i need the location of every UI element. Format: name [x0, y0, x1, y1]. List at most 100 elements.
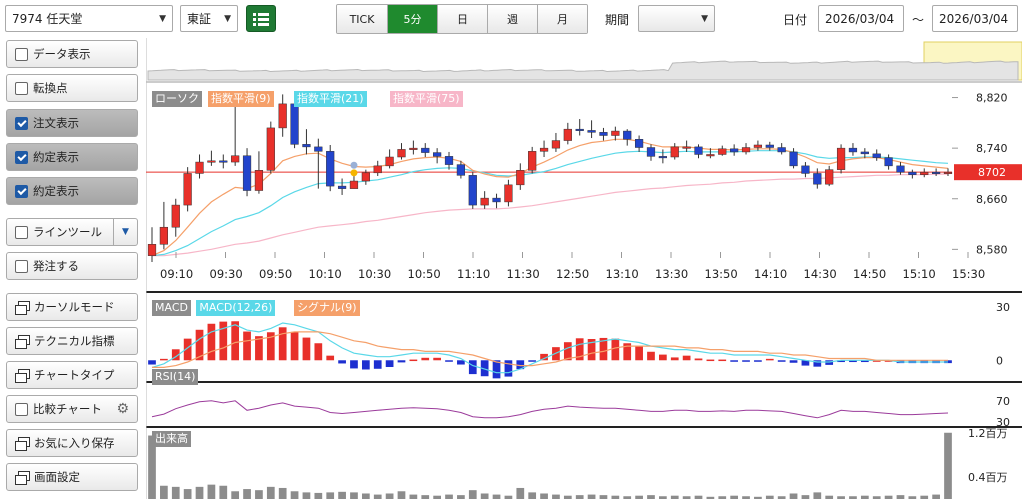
macd-histogram-bar — [480, 360, 489, 377]
candle-body — [789, 151, 798, 167]
candle-body — [860, 151, 869, 155]
chevron-down-icon[interactable]: ▼ — [113, 219, 137, 245]
sidebar-item-save-favorite[interactable]: お気に入り保存 — [6, 429, 138, 457]
stock-select[interactable]: 7974 任天堂 ▼ — [5, 5, 173, 32]
macd-histogram-bar — [742, 360, 750, 362]
macd-histogram-bar — [195, 329, 204, 361]
volume-bar — [635, 495, 643, 499]
macd-histogram-bar — [516, 360, 525, 370]
stock-chart[interactable]: 8,820 8,740 8,660 8,580 8702 09:10 09:30 09:50 1… — [145, 38, 1023, 499]
candle-body — [920, 171, 929, 175]
macd-histogram-bar — [445, 360, 453, 362]
macd-histogram-bar — [599, 337, 608, 361]
checkbox[interactable] — [15, 259, 28, 273]
sidebar-item-cursor-mode[interactable]: カーソルモード — [6, 293, 138, 321]
candle-body — [741, 147, 751, 153]
sidebar-item-execution-display[interactable]: 約定表示 — [6, 143, 138, 171]
list-icon — [253, 12, 269, 26]
legend-tag-macd: MACD(12,26) — [196, 300, 276, 316]
macd-histogram-bar — [492, 360, 501, 379]
rsi-tick-label: 30 — [996, 416, 1010, 429]
checkbox-checked[interactable] — [15, 184, 28, 198]
legend-tag-price: 指数平滑(21) — [294, 91, 367, 107]
volume-bar — [433, 495, 441, 499]
volume-bar — [255, 490, 263, 499]
candle-body — [718, 148, 727, 155]
checkbox-checked[interactable] — [15, 150, 28, 164]
checkbox[interactable] — [15, 402, 28, 416]
checkbox[interactable] — [15, 81, 28, 95]
volume-bar — [540, 493, 548, 499]
macd-histogram-bar — [635, 346, 643, 361]
volume-bar — [908, 496, 917, 499]
sidebar-item-data-display[interactable]: データ表示 — [6, 40, 138, 68]
volume-bar — [160, 485, 168, 499]
volume-bar — [421, 495, 430, 499]
date-from-input[interactable]: 2026/03/04 — [818, 5, 904, 32]
volume-bar — [860, 495, 869, 499]
list-view-button[interactable] — [246, 5, 276, 32]
candle-body — [444, 156, 454, 165]
macd-histogram-bar — [504, 360, 513, 377]
candle-body — [753, 144, 763, 148]
volume-bar — [789, 493, 798, 499]
candle-body — [575, 128, 584, 131]
candle-body — [326, 151, 335, 187]
volume-bar — [326, 492, 335, 499]
market-select[interactable]: 東証 ▼ — [180, 5, 238, 32]
sidebar-item-chart-type[interactable]: チャートタイプ — [6, 361, 138, 389]
checkbox[interactable] — [15, 47, 28, 61]
checkbox-checked[interactable] — [15, 116, 28, 130]
volume-bar — [302, 492, 311, 499]
time-axis-label: 15:30 — [952, 267, 985, 281]
tab-month[interactable]: 月 — [537, 5, 587, 33]
tab-day[interactable]: 日 — [437, 5, 487, 33]
sidebar-item-place-order[interactable]: 発注する — [6, 252, 138, 280]
gear-icon[interactable]: ⚙ — [116, 401, 129, 417]
volume-bar — [314, 492, 323, 499]
tab-5min[interactable]: 5分 — [387, 5, 437, 33]
sidebar-item-turning-point[interactable]: 転換点 — [6, 74, 138, 102]
volume-bar — [409, 494, 418, 499]
volume-bar — [563, 495, 572, 499]
volume-bar — [373, 494, 382, 499]
macd-histogram-bar — [659, 354, 667, 361]
volume-bar — [397, 491, 406, 499]
sidebar-item-line-tool[interactable]: ラインツール ▼ — [6, 218, 138, 246]
macd-histogram-bar — [457, 360, 465, 365]
sidebar-item-technical-indicator[interactable]: テクニカル指標 — [6, 327, 138, 355]
macd-line — [151, 322, 948, 374]
volume-bar — [706, 496, 715, 499]
sidebar-item-order-display[interactable]: 注文表示 — [6, 109, 138, 137]
chart-area[interactable]: 8,820 8,740 8,660 8,580 8702 09:10 09:30 09:50 1… — [145, 38, 1023, 502]
macd-histogram-bar — [219, 321, 228, 361]
candle-body — [813, 173, 822, 185]
candle-body — [670, 146, 679, 158]
macd-histogram-bar — [789, 360, 798, 363]
candle-body — [468, 175, 477, 206]
date-to-input[interactable]: 2026/03/04 — [932, 5, 1018, 32]
candle-body — [409, 147, 418, 150]
sidebar-item-label: 約定表示 — [33, 150, 79, 164]
macd-histogram-bar — [837, 360, 845, 363]
tab-week[interactable]: 週 — [487, 5, 537, 33]
volume-bar — [266, 486, 275, 499]
volume-bar — [694, 495, 703, 499]
candle-body — [599, 132, 608, 136]
volume-bar — [718, 496, 727, 499]
volume-bar — [884, 495, 893, 499]
candle-body — [337, 185, 347, 189]
checkbox[interactable] — [15, 225, 28, 239]
market-select-value: 東証 — [187, 12, 212, 26]
candle-body — [694, 146, 703, 155]
macd-histogram-bar — [361, 360, 370, 370]
period-select[interactable]: ▼ — [638, 5, 715, 32]
volume-bar — [599, 495, 608, 499]
sidebar-item-screen-settings[interactable]: 画面設定 — [6, 463, 138, 491]
candle-body — [706, 154, 715, 157]
date-from-value: 2026/03/04 — [825, 11, 895, 26]
sidebar-item-compare-chart[interactable]: 比較チャート ⚙ — [6, 395, 138, 423]
tab-tick[interactable]: TICK — [337, 5, 387, 33]
sidebar-item-execution-display-2[interactable]: 約定表示 — [6, 177, 138, 205]
candle-body — [777, 147, 786, 153]
